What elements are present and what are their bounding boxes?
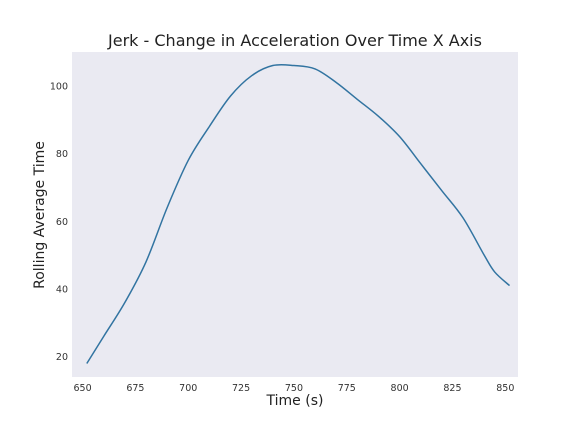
x-tick-label: 725: [232, 383, 250, 394]
chart-title: Jerk - Change in Acceleration Over Time …: [107, 31, 482, 50]
y-tick-label: 80: [56, 149, 68, 160]
x-tick-label: 700: [179, 383, 197, 394]
x-tick-label: 850: [496, 383, 514, 394]
series-layer: [86, 63, 511, 364]
y-tick-label: 20: [56, 352, 68, 363]
y-axis-ticks: 20 40 60 80 100: [50, 81, 68, 363]
y-tick-label: 40: [56, 284, 68, 295]
x-tick-label: 800: [391, 383, 409, 394]
y-tick-label: 60: [56, 217, 68, 228]
x-tick-label: 775: [338, 383, 356, 394]
y-axis-label: Rolling Average Time: [32, 141, 48, 289]
x-axis-label: Time (s): [266, 393, 324, 409]
x-axis-ticks: 650 675 700 725 750 775 800 825 850: [73, 383, 514, 394]
x-tick-label: 650: [73, 383, 91, 394]
x-tick-label: 675: [126, 383, 144, 394]
plot-area: [72, 52, 518, 377]
x-tick-label: 825: [443, 383, 461, 394]
series-line: [86, 63, 511, 364]
y-tick-label: 100: [50, 81, 68, 92]
x-tick-label: 750: [285, 383, 303, 394]
